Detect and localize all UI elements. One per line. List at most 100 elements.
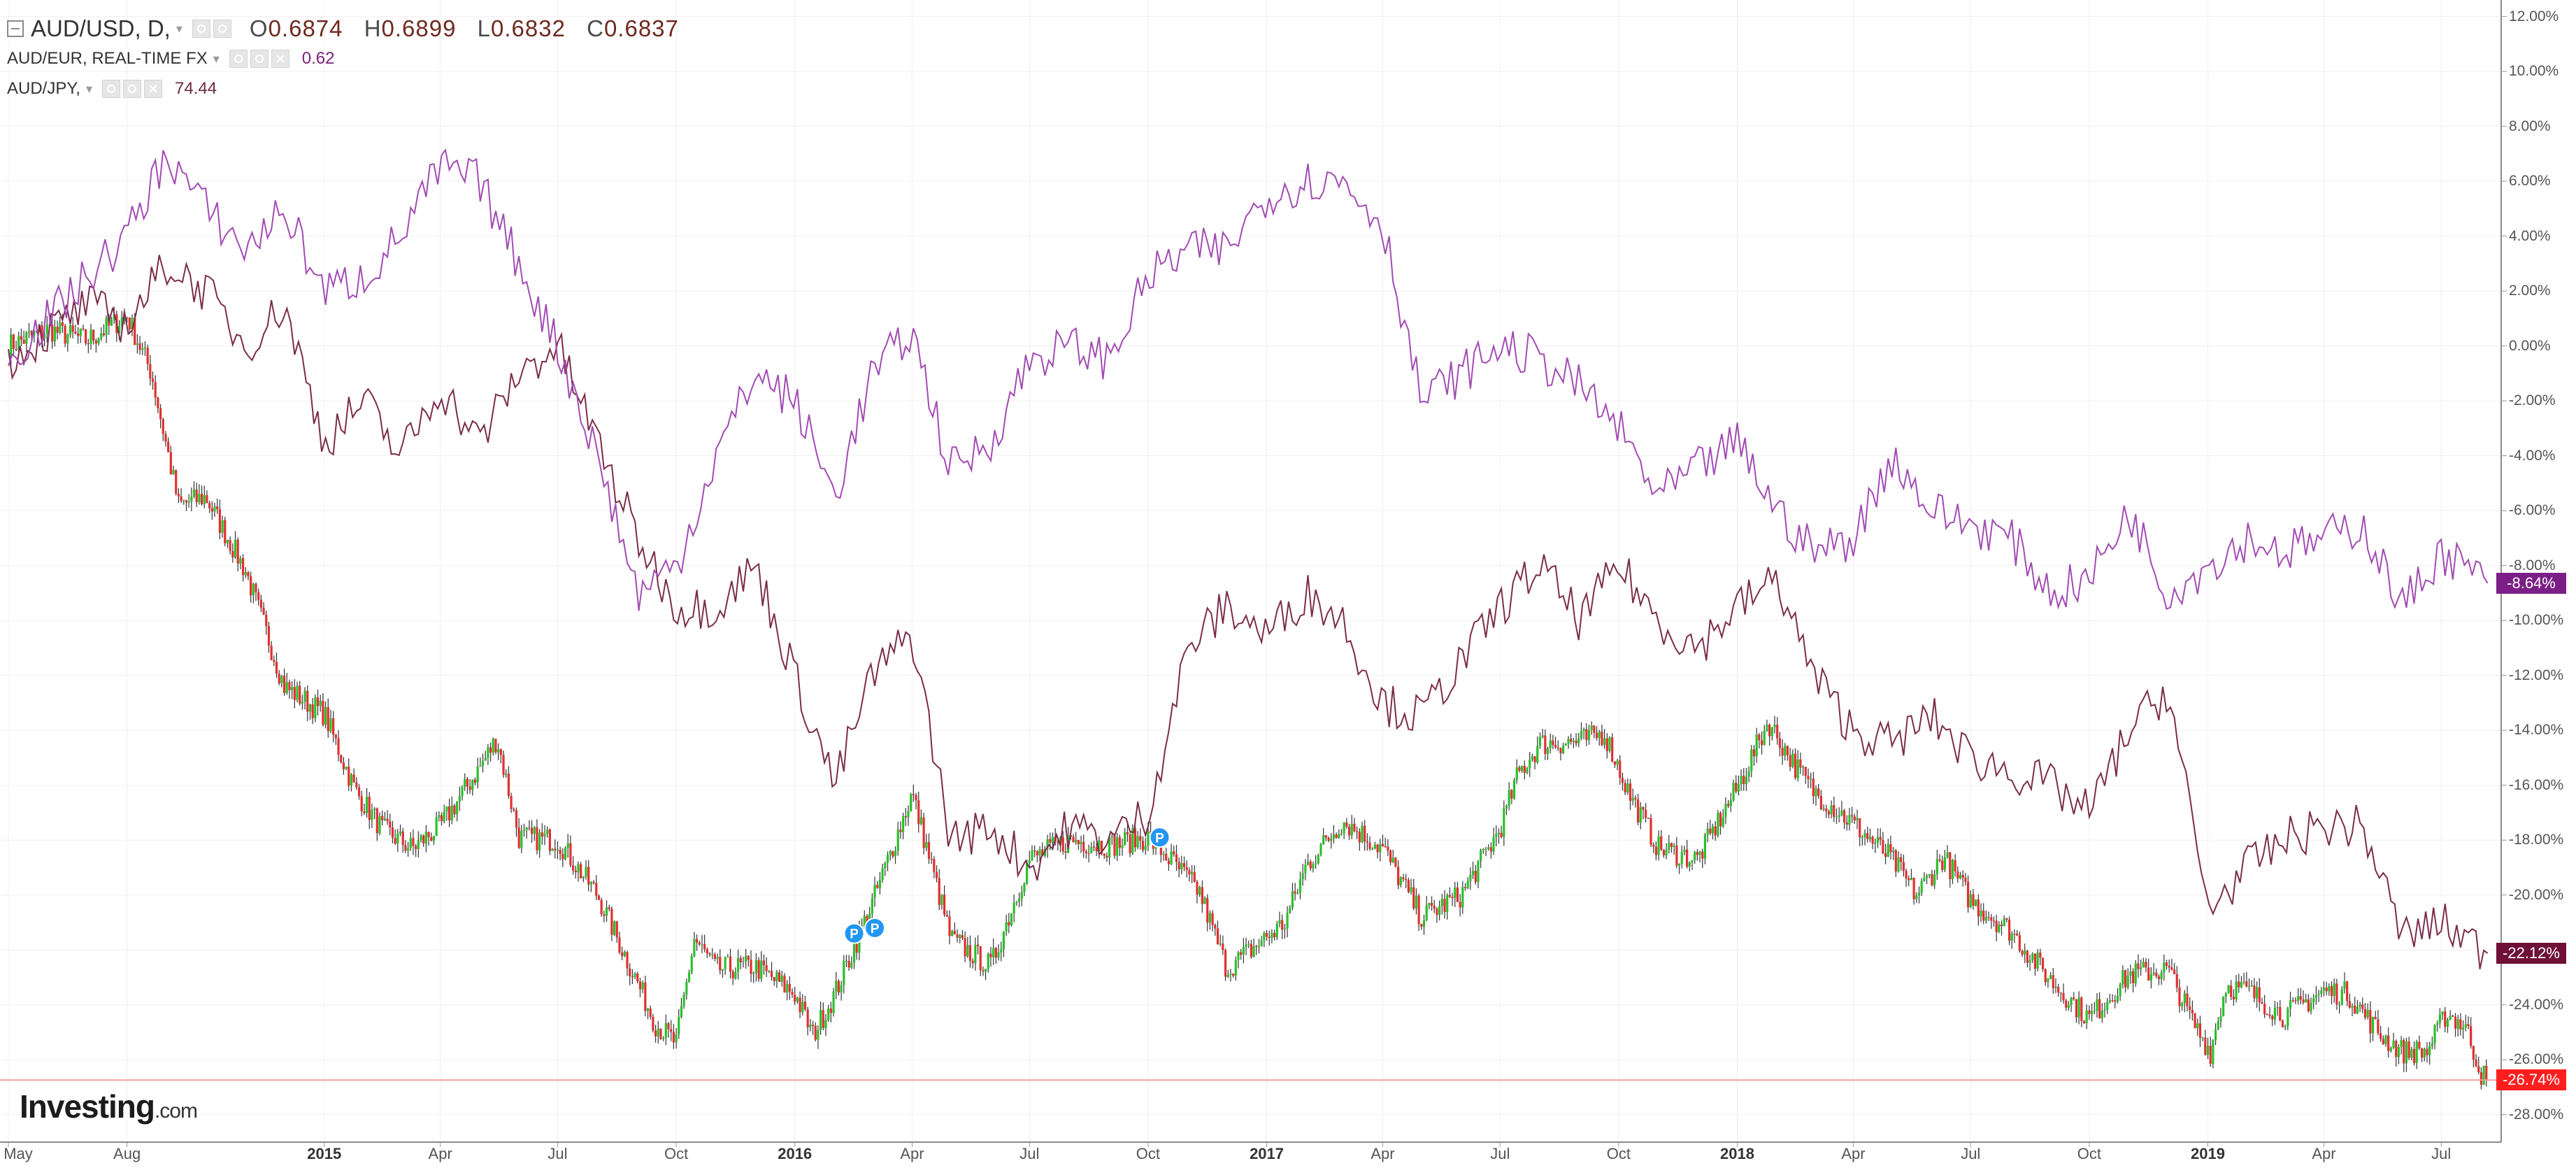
candle-body — [2183, 993, 2186, 1004]
candle-body — [822, 1010, 824, 1028]
candle-body — [2140, 967, 2142, 969]
high-label: H — [364, 15, 382, 41]
candle-body — [306, 690, 309, 712]
settings-icon[interactable] — [250, 50, 269, 68]
candle-body — [2054, 986, 2057, 988]
candle-body — [2379, 1033, 2382, 1039]
candle-body — [2359, 1004, 2361, 1007]
candle-body — [17, 336, 20, 350]
candle-body — [1005, 922, 1008, 932]
candle-body — [2441, 1011, 2444, 1015]
candle-body — [866, 916, 868, 925]
legend-eur-symbol[interactable]: AUD/EUR, REAL-TIME FX — [7, 49, 208, 68]
candle-body — [850, 962, 853, 968]
visibility-toggle-icon[interactable] — [101, 80, 120, 98]
candle-body — [337, 738, 340, 755]
remove-series-icon[interactable] — [271, 50, 289, 68]
legend-jpy-symbol[interactable]: AUD/JPY, — [7, 79, 80, 98]
candle-body — [2028, 960, 2031, 963]
chevron-down-icon[interactable]: ▾ — [85, 81, 92, 96]
candle-body — [56, 327, 59, 333]
candle-body — [587, 867, 590, 885]
candle-body — [2279, 1006, 2282, 1021]
candle-body — [280, 676, 283, 683]
candle-body — [257, 592, 260, 600]
candle-body — [2227, 985, 2230, 994]
collapse-legend-icon[interactable] — [7, 20, 24, 37]
candle-body — [2338, 1004, 2341, 1006]
candle-body — [1116, 837, 1119, 856]
candle-body — [904, 816, 907, 818]
candle-body — [1827, 811, 1831, 815]
candle-body — [1080, 841, 1082, 844]
candle-body — [1662, 849, 1666, 855]
candle-body — [2258, 987, 2261, 1002]
candle-body — [1343, 822, 1345, 834]
candle-body — [136, 343, 138, 346]
candle-body — [1294, 891, 1296, 894]
candle-body — [2428, 1046, 2431, 1055]
candle-body — [1250, 943, 1253, 957]
candle-body — [971, 960, 974, 964]
candle-body — [1482, 849, 1484, 850]
candle-body — [2284, 1026, 2287, 1027]
candle-body — [2263, 1004, 2266, 1015]
candle-body — [2377, 1019, 2380, 1034]
candle-body — [1842, 810, 1846, 823]
candle-body — [690, 956, 693, 973]
candle-body — [1098, 841, 1101, 852]
visibility-toggle-icon[interactable] — [229, 50, 248, 68]
series-line-aud-eur — [8, 255, 2489, 969]
candle-body — [208, 503, 211, 508]
candle-body — [316, 697, 320, 706]
candle-body — [1203, 897, 1206, 904]
remove-series-icon[interactable] — [143, 80, 162, 98]
candle-body — [389, 821, 392, 828]
candle-body — [1773, 725, 1776, 727]
candle-body — [1141, 841, 1145, 850]
candle-body — [1691, 860, 1694, 863]
legend-main-symbol[interactable]: AUD/USD, D, — [31, 15, 171, 41]
candle-body — [1879, 836, 1882, 840]
candle-body — [940, 895, 943, 906]
candle-body — [871, 897, 873, 914]
event-marker-label: P — [850, 927, 859, 942]
candle-body — [53, 327, 56, 342]
candle-body — [94, 340, 97, 344]
candle-body — [2312, 998, 2315, 1003]
series-layer — [8, 148, 2489, 1090]
visibility-toggle-icon[interactable] — [192, 20, 210, 38]
candle-body — [1629, 783, 1632, 802]
chevron-down-icon[interactable]: ▾ — [213, 51, 220, 66]
candle-body — [2041, 957, 2045, 969]
candle-body — [1912, 878, 1915, 899]
candle-body — [773, 976, 775, 981]
chevron-down-icon[interactable]: ▾ — [176, 21, 183, 36]
candle-body — [79, 328, 82, 336]
candle-body — [1956, 871, 1959, 878]
candle-body — [1601, 732, 1603, 746]
candle-body — [1619, 760, 1622, 778]
settings-icon[interactable] — [213, 20, 231, 38]
candle-body — [352, 774, 355, 783]
candle-body — [896, 829, 899, 851]
candle-body — [1092, 846, 1096, 848]
candle-body — [1696, 852, 1698, 855]
candle-body — [1046, 839, 1049, 850]
candle-body — [1670, 843, 1673, 847]
settings-icon[interactable] — [122, 80, 141, 98]
candle-body — [1446, 895, 1449, 912]
candle-body — [1257, 946, 1261, 948]
candle-body — [2134, 963, 2137, 983]
candle-body — [2271, 1016, 2274, 1020]
candle-body — [22, 339, 25, 344]
candle-body — [1049, 839, 1052, 843]
candle-body — [2266, 1014, 2268, 1016]
candle-body — [672, 1032, 675, 1043]
candle-body — [2287, 1009, 2289, 1027]
candle-body — [1796, 759, 1799, 778]
candle-body — [966, 945, 969, 957]
candle-body — [218, 508, 221, 533]
candle-body — [847, 960, 850, 968]
